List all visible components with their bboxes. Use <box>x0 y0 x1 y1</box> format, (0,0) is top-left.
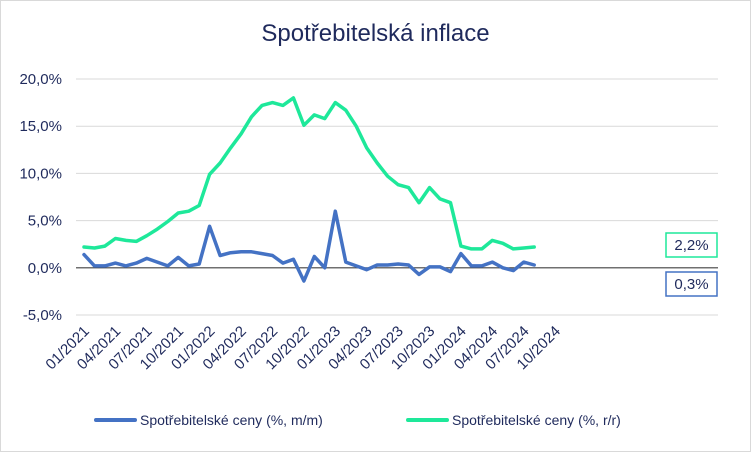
legend: Spotřebitelské ceny (%, m/m) Spotřebitels… <box>94 412 621 428</box>
y-tick-label: 20,0% <box>19 71 62 88</box>
end-label-mm-box <box>665 271 718 297</box>
series-line-yy <box>82 96 536 251</box>
series-line-mm <box>82 209 536 283</box>
legend-label: Spotřebitelské ceny (%, r/r) <box>452 412 621 428</box>
y-tick-label: 15,0% <box>19 118 62 135</box>
y-tick-label: 5,0% <box>28 213 62 230</box>
grid-layer <box>76 78 718 316</box>
y-tick-label: 0,0% <box>28 260 62 277</box>
end-label-mm: 0,3% <box>674 276 708 293</box>
y-tick-label: 10,0% <box>19 165 62 182</box>
y-tick-label: -5,0% <box>23 307 62 324</box>
x-axis-ticks: 01/202104/202107/202110/202101/202204/20… <box>42 323 564 373</box>
y-axis-ticks: 20,0% 15,0% 10,0% 5,0% 0,0% -5,0% <box>19 71 62 324</box>
legend-label: Spotřebitelské ceny (%, m/m) <box>140 412 323 428</box>
end-labels: 2,2% 0,3% <box>665 232 718 297</box>
end-label-yy: 2,2% <box>674 237 708 254</box>
series-layer <box>82 96 536 283</box>
end-label-yy-box <box>665 232 718 258</box>
chart-title: Spotřebitelská inflace <box>261 20 490 47</box>
